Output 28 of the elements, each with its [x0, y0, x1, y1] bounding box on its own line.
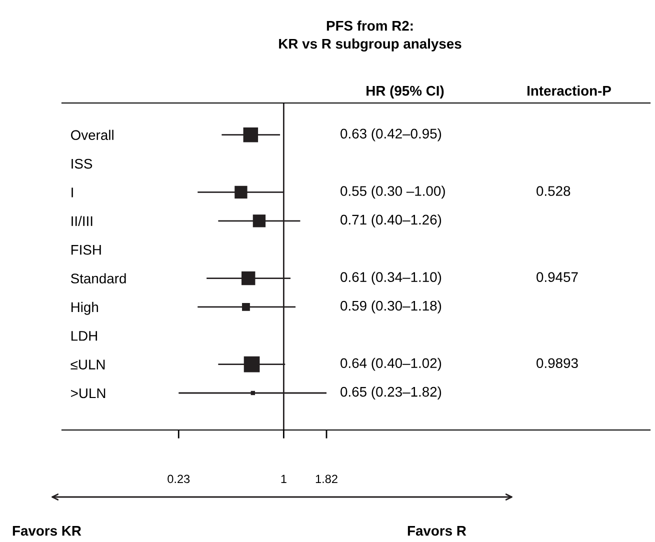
y-tick-label: FISH	[71, 244, 101, 255]
x-tick-label: 1	[281, 474, 286, 483]
annotation: 0.9893	[536, 358, 578, 368]
text: Interaction-P	[527, 86, 611, 96]
annotation: 0.55 (0.30 –1.00)	[340, 186, 445, 199]
y-tick-label: I	[72, 188, 73, 198]
x-tick-label: 0.23	[168, 474, 190, 484]
annotation: 0.65 (0.23–1.82)	[340, 386, 442, 400]
annotation: 0.71 (0.40–1.26)	[340, 214, 442, 228]
y-tick-label: High	[71, 302, 98, 315]
annotation: 0.63 (0.42–0.95)	[340, 128, 442, 142]
y-tick-label: LDH	[71, 331, 97, 341]
y-tick-label: II/III	[72, 216, 92, 226]
annotation: 0.61 (0.34–1.10)	[340, 272, 442, 285]
y-tick-label: Standard	[70, 273, 126, 284]
y-tick-label: >ULN	[71, 388, 106, 398]
text: Favors KR	[12, 526, 82, 536]
annotation: 0.9457	[536, 272, 578, 282]
chart-title: PFS from R2: KR vs R subgroup analyses	[279, 20, 462, 52]
y-tick-label: ≤ULN	[70, 360, 105, 370]
annotation: 0.59 (0.30–1.18)	[340, 300, 442, 314]
text: HR (95% CI)	[366, 86, 444, 98]
x-tick-label: 1.82	[316, 474, 338, 484]
annotation: 0.528	[536, 186, 570, 196]
y-tick-label: Overall	[70, 130, 114, 140]
text: Favors R	[408, 526, 466, 536]
y-tick-label: ISS	[72, 158, 92, 169]
annotation: 0.64 (0.40–1.02)	[340, 358, 442, 371]
